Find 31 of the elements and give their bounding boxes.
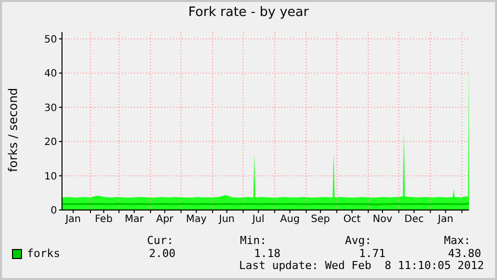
y-tick-label: 50 [44,34,57,46]
x-tick-label: Dec [404,214,424,226]
x-tick-label: Jan [436,214,454,226]
x-tick-label: Mar [124,214,145,226]
text: 1.18 [254,247,280,260]
x-tick-label: May [186,214,207,226]
x-tick-label: Aug [280,214,300,226]
x-tick-label: Oct [343,214,361,226]
x-tick-label: Apr [156,214,174,226]
x-tick-label: Nov [372,214,392,226]
y-tick-label: 40 [44,68,57,80]
x-tick-label: Sep [311,214,330,226]
text: Min: [240,234,266,247]
y-tick-label: 0 [50,206,57,217]
legend-label: forks [27,247,60,260]
x-tick-label: Feb [94,214,113,226]
text: Max: [444,234,470,247]
text: 2.00 [149,247,176,260]
x-tick-label: Jan [64,214,81,226]
x-tick-label: Jun [218,214,235,226]
text: Cur: [147,234,174,247]
chart-title: Fork rate - by year [187,5,310,20]
y-axis-title: forks / second [6,88,20,172]
y-tick-label: 10 [44,171,57,182]
text: Avg: [345,234,372,247]
text: 1.71 [359,247,386,260]
text: 43.80 [448,247,482,260]
text: Last update: Wed Feb 8 11:10:05 2012 [238,259,484,272]
y-tick-label: 30 [44,102,57,114]
y-tick-label: 20 [44,137,57,148]
x-tick-label: Jul [251,214,264,226]
